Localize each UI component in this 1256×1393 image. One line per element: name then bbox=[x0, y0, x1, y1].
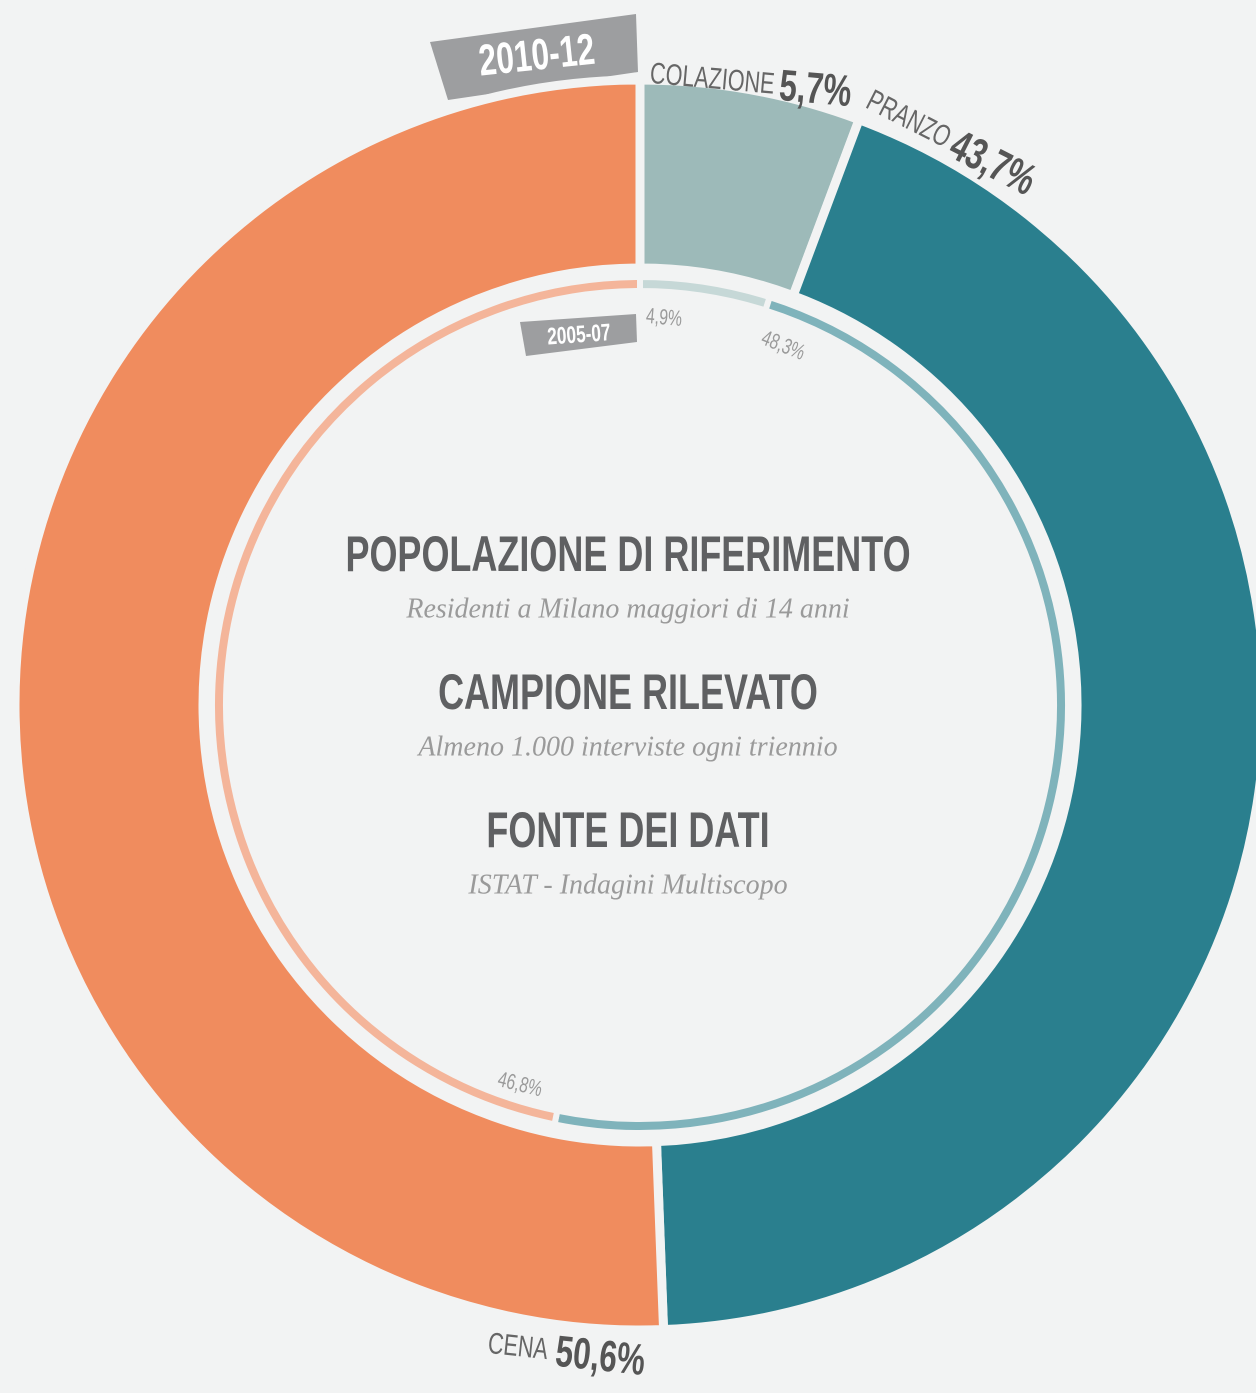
segment-label: CENA 50,6% bbox=[486, 1325, 647, 1385]
center-text: Almeno 1.000 interviste ogni triennio bbox=[416, 731, 837, 762]
center-heading: CAMPIONE RILEVATO bbox=[438, 666, 818, 721]
series-tag: 2010-12 bbox=[476, 25, 597, 86]
center-heading: POPOLAZIONE DI RIFERIMENTO bbox=[345, 528, 910, 583]
center-text: Residenti a Milano maggiori di 14 anni bbox=[405, 593, 849, 624]
series-tag-bg bbox=[520, 314, 637, 356]
center-heading: FONTE DEI DATI bbox=[486, 804, 769, 859]
series-tag: 2005-07 bbox=[546, 320, 611, 351]
donut-segment bbox=[651, 113, 1256, 1335]
value-label: 50,6% bbox=[553, 1327, 647, 1385]
value-label: 5,7% bbox=[777, 61, 853, 116]
donut-segment bbox=[209, 273, 643, 1128]
value-label: 4,9% bbox=[645, 304, 683, 331]
donut-segment bbox=[10, 75, 669, 1335]
value-label: 48,3% bbox=[758, 326, 809, 365]
center-text: ISTAT - Indagini Multiscopo bbox=[467, 869, 787, 900]
category-label: CENA bbox=[486, 1325, 550, 1366]
